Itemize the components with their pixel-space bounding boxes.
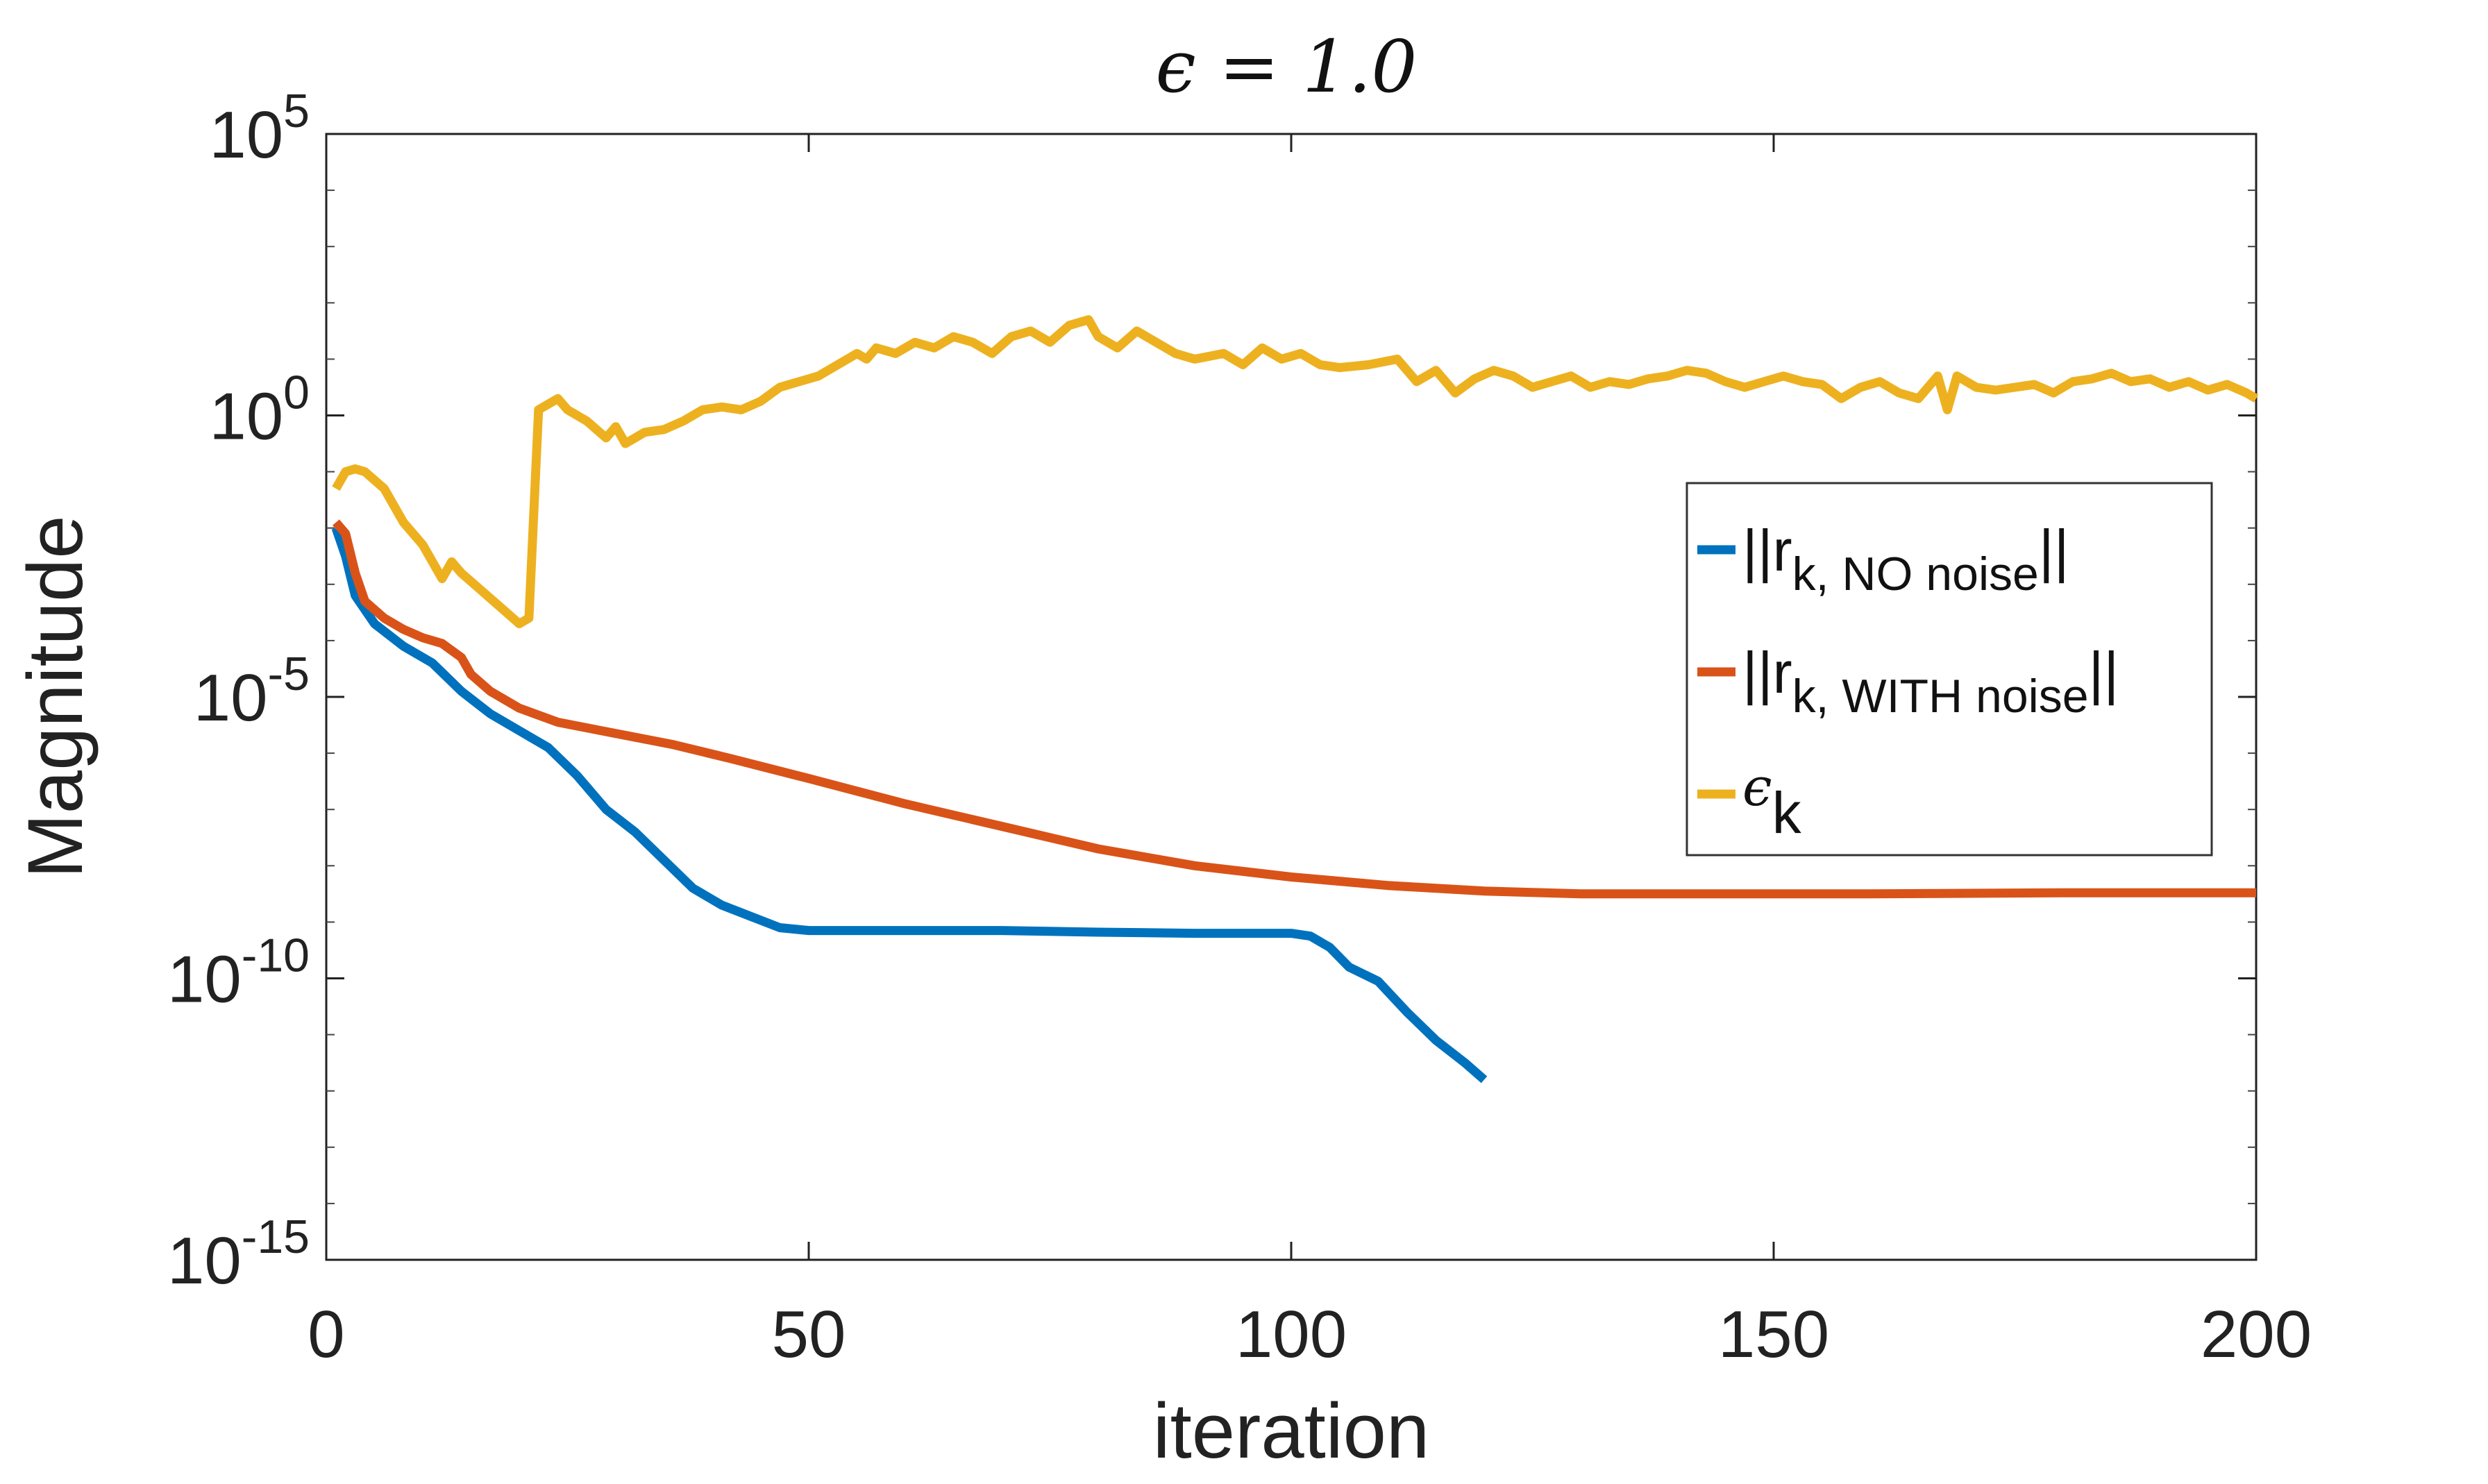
legend-label-with-noise: ||rk, WITH noise|| (1742, 640, 2119, 723)
y-tick-label: 10-10 (167, 929, 310, 1017)
series-line-1 (332, 519, 2256, 899)
x-axis-label: iteration (1153, 1388, 1429, 1474)
legend-label-main: ||r (1742, 640, 1792, 705)
y-tick-label: 10-5 (194, 648, 310, 735)
legend-label-tail: || (2089, 640, 2119, 705)
legend-box (1686, 482, 2213, 857)
series-line-0 (331, 526, 1488, 1084)
legend-label-sub: k, NO noise (1792, 548, 2039, 600)
legend-label-no-noise: ||rk, NO noise|| (1742, 518, 2069, 600)
y-tick-exponent: 0 (283, 366, 310, 419)
legend-label-main: ||r (1742, 518, 1792, 583)
y-tick-exponent: 5 (283, 85, 310, 137)
legend-label-sub: k, WITH noise (1792, 670, 2089, 723)
y-tick-label: 100 (209, 366, 310, 454)
x-tick-label: 50 (772, 1297, 846, 1372)
legend-label-tail: || (2039, 518, 2069, 583)
y-tick-exponent: -10 (242, 929, 310, 982)
legend-label-main: ϵ (1742, 756, 1772, 818)
y-tick-label: 105 (209, 85, 310, 172)
y-tick-base: 10 (167, 943, 242, 1017)
y-tick-exponent: -15 (242, 1211, 310, 1263)
legend-item-epsilon: ϵk (1697, 756, 1802, 845)
x-tick-label: 100 (1236, 1297, 1347, 1372)
legend: ||rk, NO noise|| ||rk, WITH noise|| ϵk (1686, 482, 2213, 857)
x-tick-label: 0 (308, 1297, 344, 1372)
legend-item-with-noise: ||rk, WITH noise|| (1697, 640, 2119, 723)
series-line-2 (332, 315, 2259, 629)
legend-item-no-noise: ||rk, NO noise|| (1697, 518, 2069, 600)
y-tick-base: 10 (194, 661, 268, 735)
y-tick-base: 10 (209, 380, 283, 454)
series-layer (331, 315, 2259, 1084)
y-axis-label: Magnitude (12, 515, 99, 878)
y-tick-base: 10 (167, 1224, 242, 1298)
ticks-layer (325, 133, 2258, 1261)
chart-title: ϵ = 1.0 (1156, 24, 1418, 109)
x-tick-label: 200 (2201, 1297, 2312, 1372)
legend-label-epsilon: ϵk (1742, 756, 1802, 845)
y-tick-label: 10-15 (167, 1211, 310, 1298)
y-tick-base: 10 (209, 98, 283, 172)
legend-label-sub: k (1772, 780, 1802, 845)
y-tick-exponent: -5 (268, 648, 310, 700)
x-tick-label: 150 (1718, 1297, 1829, 1372)
